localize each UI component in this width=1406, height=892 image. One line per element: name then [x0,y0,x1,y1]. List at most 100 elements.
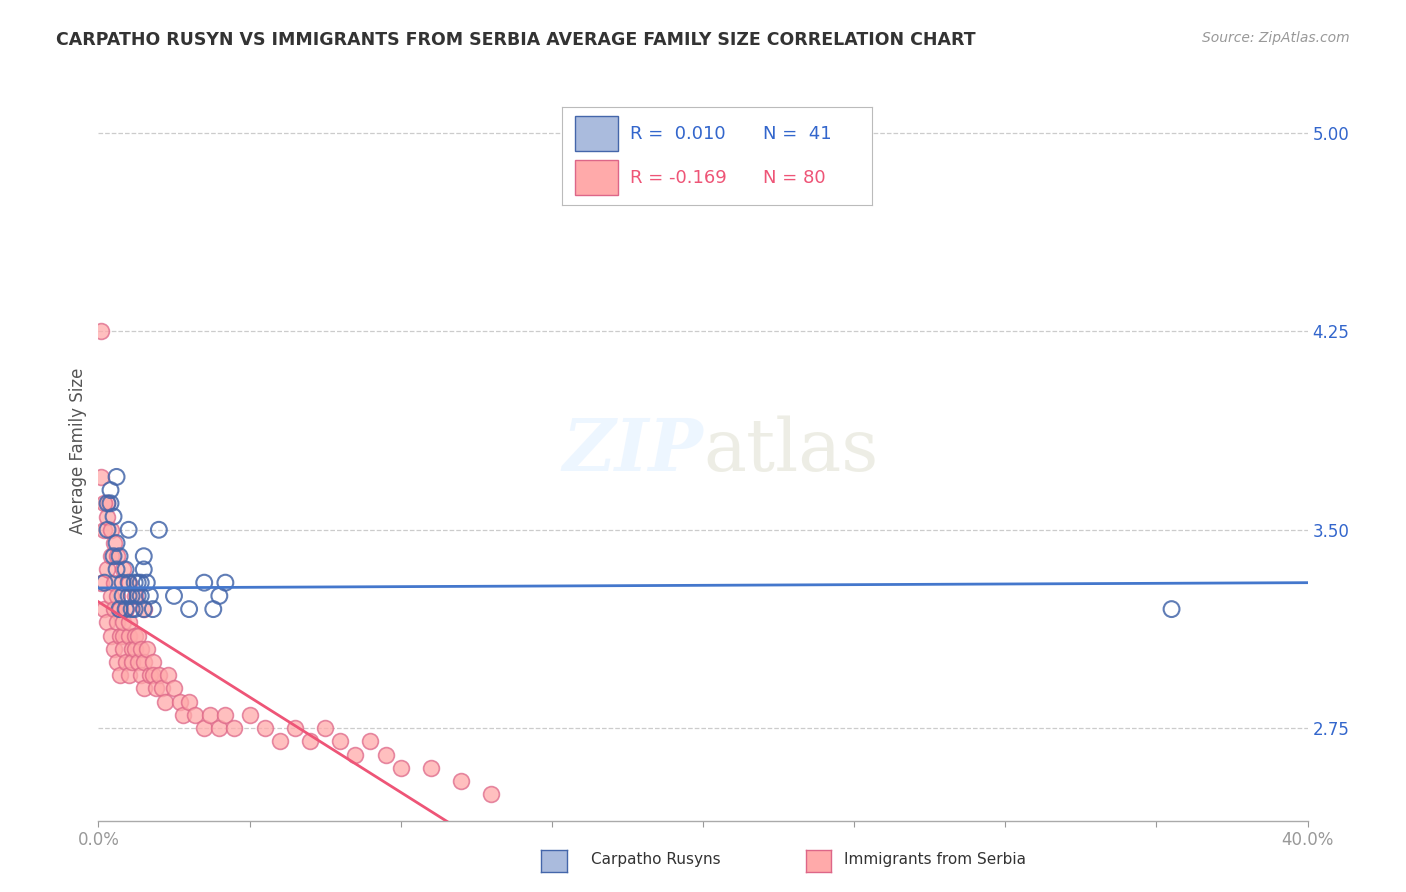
Point [172,707,194,722]
Point [124,575,146,590]
Point [132,549,155,564]
Point [100,589,122,603]
Point [111,575,134,590]
Y-axis label: Average Family Size: Average Family Size [69,368,87,533]
Point [179,602,201,616]
Point [163,589,186,603]
Point [142,668,165,682]
Point [193,721,215,735]
Point [129,589,152,603]
Point [193,575,215,590]
Point [100,628,122,642]
Point [114,562,136,576]
Point [118,589,141,603]
Text: CARPATHO RUSYN VS IMMIGRANTS FROM SERBIA AVERAGE FAMILY SIZE CORRELATION CHART: CARPATHO RUSYN VS IMMIGRANTS FROM SERBIA… [56,31,976,49]
Point [420,761,443,775]
Point [90,575,112,590]
Point [145,681,167,696]
Text: R =  0.010: R = 0.010 [630,125,725,143]
Point [103,536,125,550]
Point [105,536,128,550]
Point [239,707,262,722]
Point [118,615,141,630]
Point [93,575,115,590]
Point [299,734,322,748]
Point [127,589,149,603]
Point [329,734,352,748]
Point [108,549,131,564]
Point [114,602,136,616]
Point [139,589,162,603]
Point [100,496,122,510]
Point [224,721,246,735]
Point [103,641,125,656]
Point [96,496,118,510]
Point [93,523,115,537]
Point [111,615,134,630]
Point [111,562,134,576]
Point [208,589,231,603]
Point [481,787,503,801]
Point [100,483,122,497]
Point [127,575,149,590]
Point [284,721,307,735]
Point [121,655,143,669]
Point [344,747,367,762]
Point [118,523,141,537]
Point [1160,602,1182,616]
Point [156,668,179,682]
Point [200,707,222,722]
Point [132,602,155,616]
Point [105,470,128,484]
Point [127,628,149,642]
Bar [575,116,619,151]
Point [139,668,162,682]
Point [129,641,152,656]
Point [132,562,155,576]
Point [118,575,141,590]
Point [360,734,382,748]
Point [108,602,131,616]
Point [184,707,207,722]
Point [124,628,146,642]
Point [135,641,157,656]
Point [114,655,136,669]
Point [105,589,128,603]
Point [153,695,176,709]
Point [121,589,143,603]
Point [127,655,149,669]
Point [108,668,131,682]
Point [253,721,276,735]
Point [214,707,236,722]
Point [93,496,115,510]
Point [142,602,165,616]
Point [129,668,152,682]
Point [111,641,134,656]
Point [93,602,115,616]
Point [96,523,118,537]
Point [96,496,118,510]
Point [105,549,128,564]
Point [103,549,125,564]
Point [129,575,152,590]
Text: Immigrants from Serbia: Immigrants from Serbia [844,852,1025,867]
Point [135,575,157,590]
Point [124,602,146,616]
Point [111,628,134,642]
Text: R = -0.169: R = -0.169 [630,169,727,186]
Point [269,734,291,748]
Point [142,655,165,669]
Point [121,602,143,616]
Point [150,681,173,696]
Bar [575,160,619,195]
Point [132,681,155,696]
Point [103,602,125,616]
Text: Carpatho Rusyns: Carpatho Rusyns [591,852,720,867]
Point [105,615,128,630]
Point [100,549,122,564]
Point [111,589,134,603]
Point [103,575,125,590]
Point [121,641,143,656]
Point [163,681,186,696]
Text: N =  41: N = 41 [763,125,832,143]
